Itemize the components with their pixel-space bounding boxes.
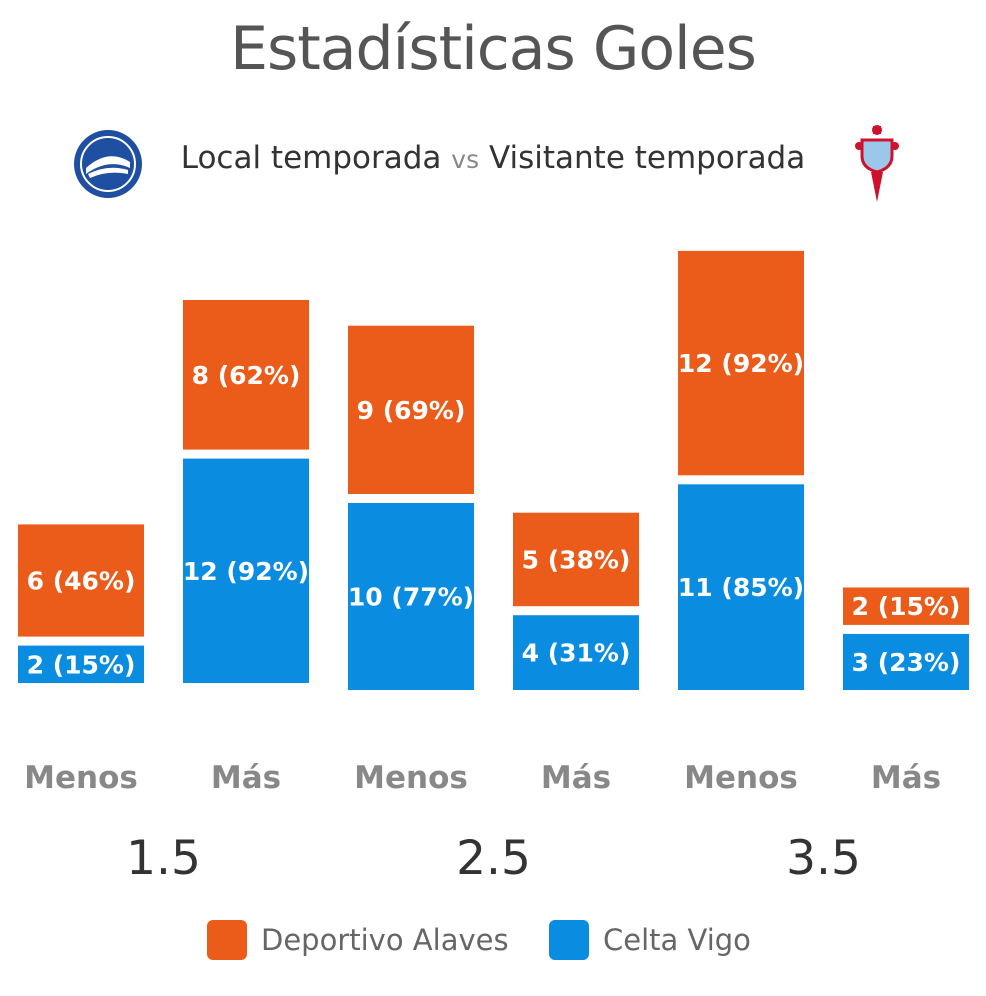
legend-swatch-home xyxy=(207,920,247,960)
bar-celta-vigo-1 xyxy=(183,458,309,683)
bar-deportivo-alaves-3 xyxy=(513,512,639,607)
data-label-deportivo-alaves-4: 12 (92%) xyxy=(678,349,804,378)
category-label-3: Más xyxy=(541,760,611,796)
bar-celta-vigo-0 xyxy=(18,645,144,683)
group-label-1: 2.5 xyxy=(456,831,531,886)
data-label-celta-vigo-3: 4 (31%) xyxy=(522,639,631,668)
chart-subtitle: Local temporada vs Visitante temporada xyxy=(0,140,986,176)
bar-celta-vigo-4 xyxy=(678,484,804,690)
bar-celta-vigo-5 xyxy=(843,633,969,690)
home-season-label: Local temporada xyxy=(180,140,442,176)
category-label-5: Más xyxy=(871,760,941,796)
legend: Deportivo Alaves Celta Vigo xyxy=(0,920,986,970)
data-label-deportivo-alaves-2: 9 (69%) xyxy=(357,396,466,425)
data-label-deportivo-alaves-1: 8 (62%) xyxy=(192,361,301,390)
bar-deportivo-alaves-5 xyxy=(843,587,969,625)
data-label-celta-vigo-0: 2 (15%) xyxy=(27,650,136,679)
bar-deportivo-alaves-0 xyxy=(18,524,144,637)
data-label-deportivo-alaves-3: 5 (38%) xyxy=(522,545,631,574)
away-season-label: Visitante temporada xyxy=(488,140,806,176)
chart-title: Estadísticas Goles xyxy=(230,14,757,84)
category-label-4: Menos xyxy=(684,760,798,796)
bar-deportivo-alaves-2 xyxy=(348,325,474,494)
bar-chart: 2 (15%) 6 (46%) Menos 12 (92%) 8 (62%) Más 10 … xyxy=(18,250,969,886)
group-label-2: 3.5 xyxy=(786,831,861,886)
data-label-celta-vigo-1: 12 (92%) xyxy=(183,557,309,586)
bar-celta-vigo-2 xyxy=(348,503,474,690)
legend-label-home: Deportivo Alaves xyxy=(261,923,509,957)
legend-swatch-away xyxy=(549,920,589,960)
group-label-0: 1.5 xyxy=(126,831,201,886)
vs-label: vs xyxy=(451,145,480,174)
deportivo-alaves-crest-icon xyxy=(72,128,144,200)
legend-item-away: Celta Vigo xyxy=(549,920,751,960)
bar-celta-vigo-3 xyxy=(513,615,639,690)
category-label-2: Menos xyxy=(354,760,468,796)
celta-vigo-crest-icon xyxy=(854,122,900,204)
bar-deportivo-alaves-1 xyxy=(183,300,309,450)
data-label-celta-vigo-5: 3 (23%) xyxy=(852,648,961,677)
category-label-0: Menos xyxy=(24,760,138,796)
category-label-1: Más xyxy=(211,760,281,796)
data-label-deportivo-alaves-0: 6 (46%) xyxy=(27,567,136,596)
legend-item-home: Deportivo Alaves xyxy=(207,920,509,960)
data-label-deportivo-alaves-5: 2 (15%) xyxy=(852,592,961,621)
bar-deportivo-alaves-4 xyxy=(678,250,804,476)
legend-label-away: Celta Vigo xyxy=(603,923,751,957)
data-label-celta-vigo-2: 10 (77%) xyxy=(348,583,474,612)
data-label-celta-vigo-4: 11 (85%) xyxy=(678,573,804,602)
